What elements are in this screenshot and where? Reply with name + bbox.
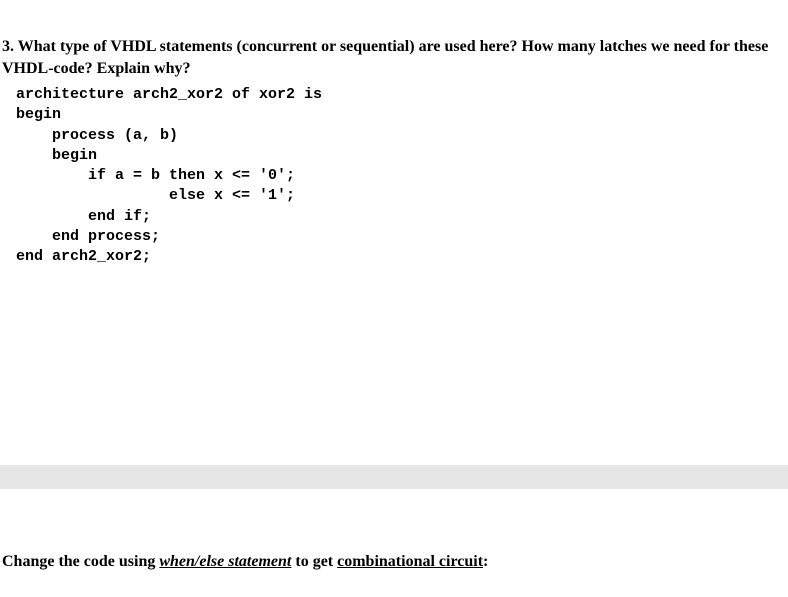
question-text: What type of VHDL statements (concurrent…	[2, 38, 768, 77]
code-line-4: begin	[16, 147, 97, 164]
page-root: 3. What type of VHDL statements (concurr…	[0, 0, 788, 597]
code-line-8: end process;	[16, 228, 160, 245]
vhdl-code-block: architecture arch2_xor2 of xor2 is begin…	[0, 79, 788, 267]
question-block: 3. What type of VHDL statements (concurr…	[0, 0, 788, 79]
bottom-instruction: Change the code using when/else statemen…	[2, 553, 488, 571]
combinational-phrase: combinational circuit	[337, 553, 483, 570]
bottom-mid: to get	[291, 553, 337, 570]
code-line-6: else x <= '1';	[16, 187, 295, 204]
code-line-3: process (a, b)	[16, 127, 178, 144]
code-line-7: end if;	[16, 208, 151, 225]
bottom-suffix: :	[483, 553, 488, 570]
bottom-prefix: Change the code using	[2, 553, 159, 570]
code-line-2: begin	[16, 106, 61, 123]
when-else-phrase: when/else statement	[159, 553, 291, 570]
question-number: 3.	[2, 38, 14, 55]
separator-bar	[0, 465, 788, 489]
code-line-1: architecture arch2_xor2 of xor2 is	[16, 86, 322, 103]
code-line-5: if a = b then x <= '0';	[16, 167, 295, 184]
code-line-9: end arch2_xor2;	[16, 248, 151, 265]
